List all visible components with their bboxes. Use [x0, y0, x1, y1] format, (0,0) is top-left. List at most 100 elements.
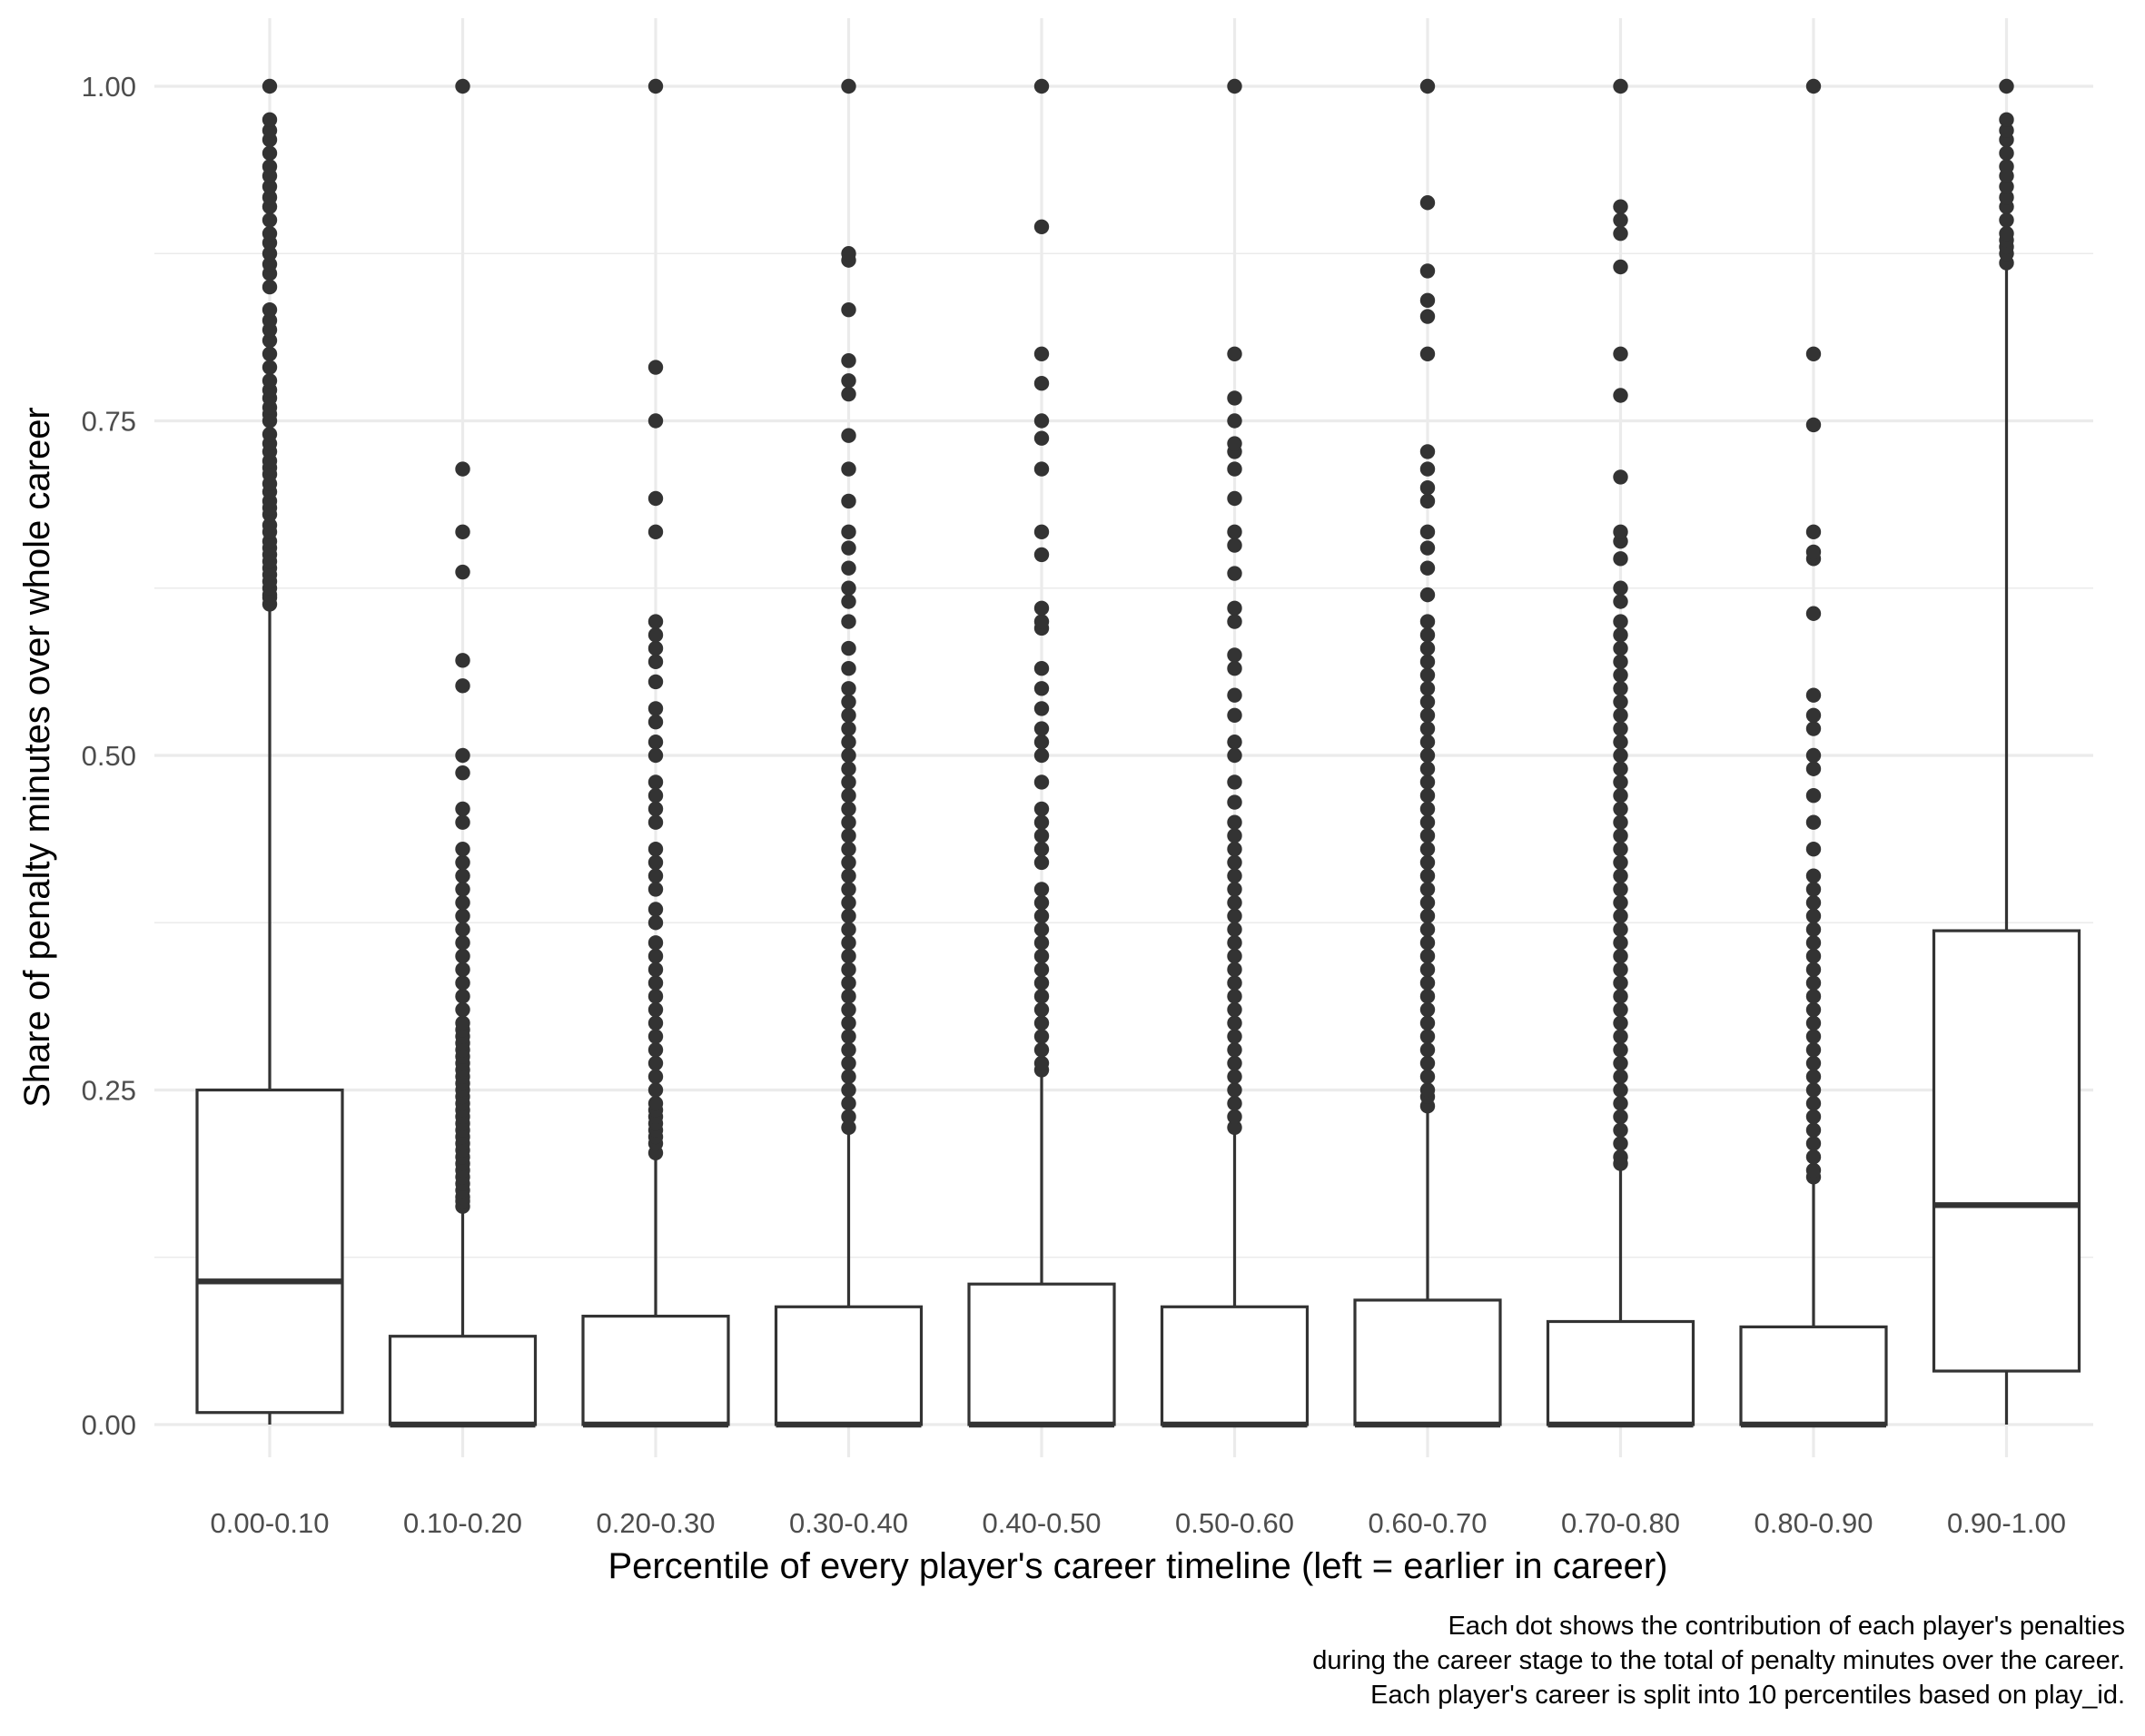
outlier-point: [1613, 828, 1628, 843]
outlier-point: [647, 627, 664, 643]
outlier-point: [1227, 935, 1242, 951]
outlier-point: [455, 524, 470, 540]
outlier-point: [1999, 225, 2014, 242]
outlier-point: [1613, 761, 1628, 776]
outlier-point: [841, 1015, 856, 1031]
outlier-point: [1419, 801, 1436, 817]
outlier-point: [1999, 123, 2014, 138]
outlier-point: [647, 1096, 664, 1111]
outlier-point: [1033, 975, 1050, 991]
outlier-point: [1419, 908, 1436, 924]
outlier-point: [647, 1029, 664, 1044]
outlier-point: [1805, 1096, 1822, 1111]
box: [1932, 929, 2081, 1373]
outlier-point: [1419, 1082, 1436, 1098]
outlier-point: [1033, 681, 1050, 696]
outlier-point: [841, 246, 856, 261]
outlier-point: [1419, 735, 1436, 750]
outlier-point: [1805, 882, 1822, 897]
outlier-point: [1419, 828, 1436, 843]
box: [1160, 1305, 1310, 1426]
outlier-point: [1613, 948, 1628, 964]
outlier-point: [1999, 212, 2014, 228]
outlier-point: [1613, 922, 1628, 937]
outlier-point: [455, 962, 470, 978]
x-tick-label: 0.50-0.60: [1175, 1507, 1294, 1539]
outlier-point: [1227, 566, 1242, 581]
grid-lines: [154, 18, 2093, 1457]
outlier-point: [1419, 444, 1436, 459]
outlier-point: [1033, 747, 1050, 764]
outlier-point: [1033, 828, 1050, 843]
outlier-point: [1227, 524, 1242, 540]
outlier-point: [1419, 975, 1436, 991]
outlier-point: [1419, 989, 1436, 1004]
outlier-point: [1805, 962, 1822, 978]
outlier-point: [647, 1069, 664, 1084]
outlier-point: [1227, 922, 1242, 937]
outlier-point: [1419, 935, 1436, 951]
outlier-point: [1227, 854, 1242, 871]
outlier-point: [262, 346, 278, 361]
outlier-point: [841, 1082, 856, 1098]
outlier-point: [647, 1055, 664, 1071]
outlier-point: [1613, 1055, 1628, 1071]
outlier-point: [1613, 747, 1628, 764]
outlier-point: [1033, 614, 1050, 629]
outlier-point: [1419, 854, 1436, 871]
outlier-point: [1613, 882, 1628, 897]
outlier-point: [1805, 606, 1822, 621]
outlier-point: [1613, 78, 1628, 94]
outlier-point: [1419, 1042, 1436, 1058]
outlier-point: [1227, 1109, 1242, 1125]
outlier-point: [1419, 1069, 1436, 1084]
outlier-point: [1033, 1029, 1050, 1044]
y-tick-label: 0.00: [82, 1409, 136, 1441]
outlier-point: [647, 989, 664, 1004]
outlier-point: [1419, 841, 1436, 857]
x-tick-label: 0.60-0.70: [1369, 1507, 1488, 1539]
outlier-point: [841, 1029, 856, 1044]
outlier-point: [647, 814, 664, 830]
outlier-point: [1033, 1042, 1050, 1058]
outlier-point: [841, 493, 856, 509]
outlier-point: [1419, 540, 1436, 556]
outlier-point: [1033, 721, 1050, 736]
outlier-point: [262, 190, 278, 205]
outlier-point: [1227, 989, 1242, 1004]
outlier-point: [1227, 868, 1242, 883]
outlier-point: [262, 78, 278, 94]
outlier-point: [1613, 694, 1628, 710]
outlier-point: [1805, 1015, 1822, 1031]
outlier-point: [1033, 962, 1050, 978]
outlier-point: [1033, 735, 1050, 750]
outlier-point: [1805, 868, 1822, 883]
outlier-point: [1805, 1082, 1822, 1098]
outlier-point: [455, 868, 470, 883]
outlier-point: [841, 614, 856, 629]
outlier-point: [1613, 962, 1628, 978]
outlier-point: [1805, 761, 1822, 776]
outlier-point: [1419, 882, 1436, 897]
outlier-point: [262, 246, 278, 261]
outlier-point: [1033, 547, 1050, 563]
outlier-point: [262, 373, 278, 389]
outlier-point: [841, 373, 856, 389]
outlier-point: [647, 774, 664, 790]
outlier-point: [1613, 199, 1628, 214]
outlier-point: [1033, 989, 1050, 1004]
outlier-point: [455, 564, 470, 580]
outlier-point: [1227, 894, 1242, 911]
outlier-point: [1033, 413, 1050, 429]
outlier-point: [1613, 1109, 1628, 1125]
outlier-point: [1613, 1042, 1628, 1058]
outlier-point: [1419, 195, 1436, 211]
box: [1739, 1325, 1888, 1426]
outlier-point: [455, 801, 470, 817]
box: [1546, 1319, 1695, 1426]
outlier-point: [841, 681, 856, 696]
outlier-point: [1613, 908, 1628, 924]
outlier-point: [1613, 212, 1628, 228]
outlier-point: [1613, 1096, 1628, 1111]
